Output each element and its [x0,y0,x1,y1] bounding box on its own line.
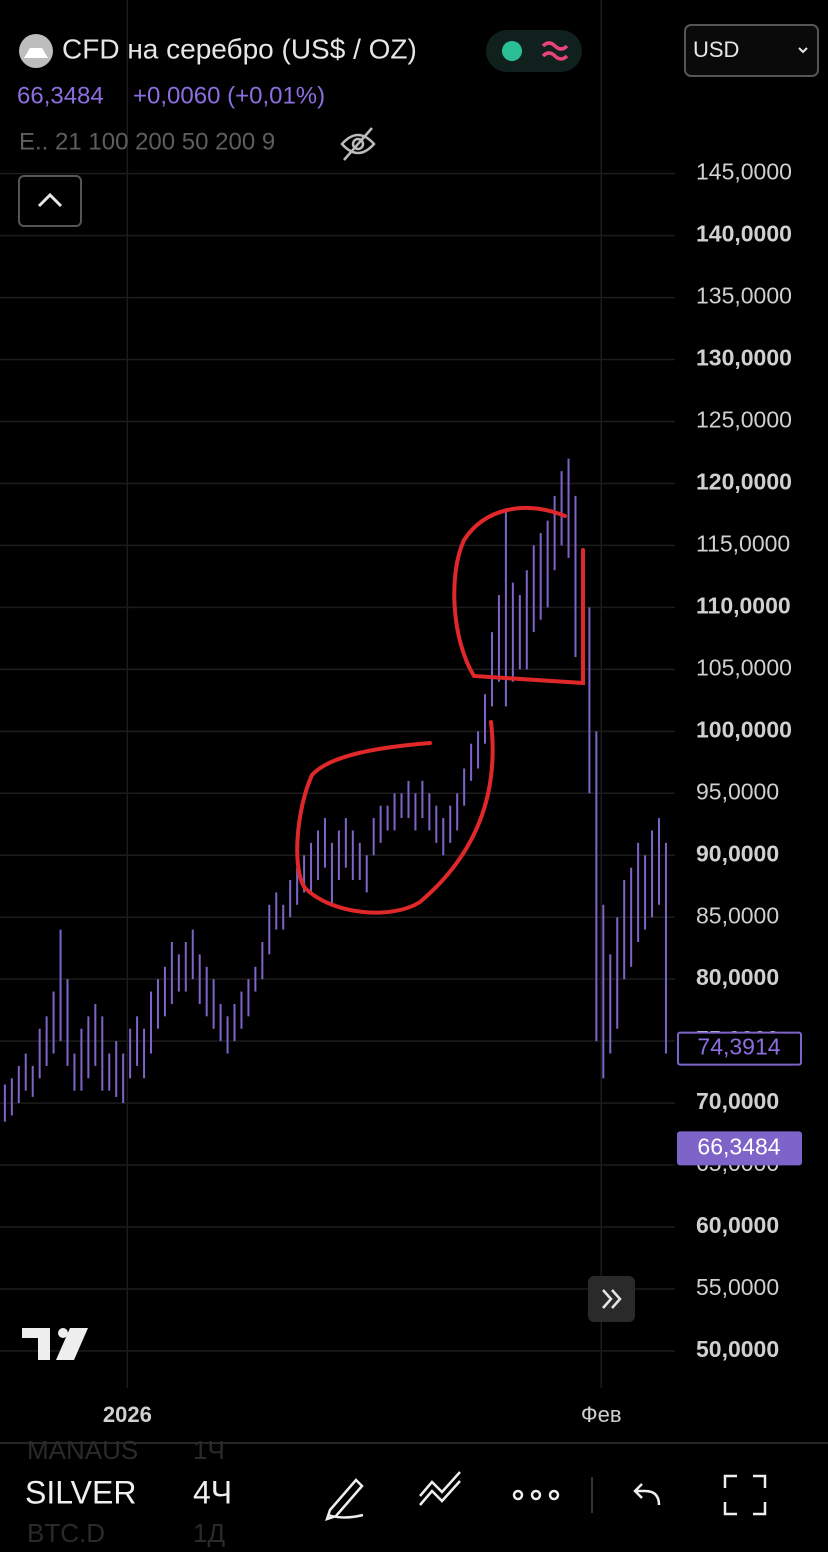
y-tick-label: 95,0000 [696,778,779,804]
y-tick-label: 80,0000 [696,964,779,990]
status-pill[interactable] [486,30,582,72]
collapse-icon [37,192,63,208]
price-label-box [677,1031,802,1066]
y-tick-label: 85,0000 [696,902,779,928]
scroll-icon [602,1289,622,1309]
ghost-interval: 1Ч [193,1435,225,1465]
y-tick-label: 145,0000 [696,159,792,185]
y-tick-label: 130,0000 [696,345,792,371]
chevron [798,47,808,54]
annotation [452,506,585,686]
ghost-interval: 1Д [193,1518,225,1547]
price-label: 74,3914 [697,1034,780,1060]
y-tick-label: 140,0000 [696,221,792,247]
price-axis: 145,0000 140,0000 135,0000 130,0000 125,0000… [103,159,802,1427]
indicators: E.. 21 100 200 50 200 9 [19,128,275,155]
toolbar-icons[interactable] [325,1471,767,1521]
title: CFD на серебро (US$ / OZ) [62,33,417,64]
annotation [295,720,495,915]
collapse-button[interactable] [18,175,82,227]
price-label: 66,3484 [697,1133,780,1159]
currency-select[interactable] [684,24,819,77]
status-dot [502,41,522,61]
x-tick-label: 2026 [103,1402,152,1427]
y-tick-label: 100,0000 [696,716,792,742]
bars [3,458,667,1122]
logo [22,1328,88,1360]
y-tick-label: 50,0000 [696,1336,779,1362]
y-tick-label: 90,0000 [696,840,779,866]
price-label-box [677,1131,802,1166]
y-tick-label: 70,0000 [696,1088,779,1114]
y-tick-label: 120,0000 [696,469,792,495]
y-tick-label: 125,0000 [696,407,792,433]
ghost-symbol: MANAUS [27,1435,138,1465]
hide-icon[interactable] [340,127,376,161]
y-tick-label: 60,0000 [696,1212,779,1238]
grid [0,0,675,1388]
y-tick-label: 135,0000 [696,283,792,309]
ghost-symbol: BTC.D [27,1518,105,1547]
symbol-icon-shape [24,48,48,58]
status-wave [541,41,569,61]
interval[interactable]: 4Ч [193,1474,232,1510]
y-tick-label: 115,0000 [696,531,790,557]
y-tick-label: 55,0000 [696,1274,779,1300]
currency: USD [693,37,739,62]
x-tick-label: Фев [581,1402,622,1427]
y-tick-label: 105,0000 [696,654,792,680]
change: +0,0060 (+0,01%) [133,82,325,109]
symbol[interactable]: SILVER [25,1474,136,1510]
logo-dot [58,1328,68,1338]
price: 66,3484 [17,82,104,109]
y-tick-label: 110,0000 [696,592,791,618]
